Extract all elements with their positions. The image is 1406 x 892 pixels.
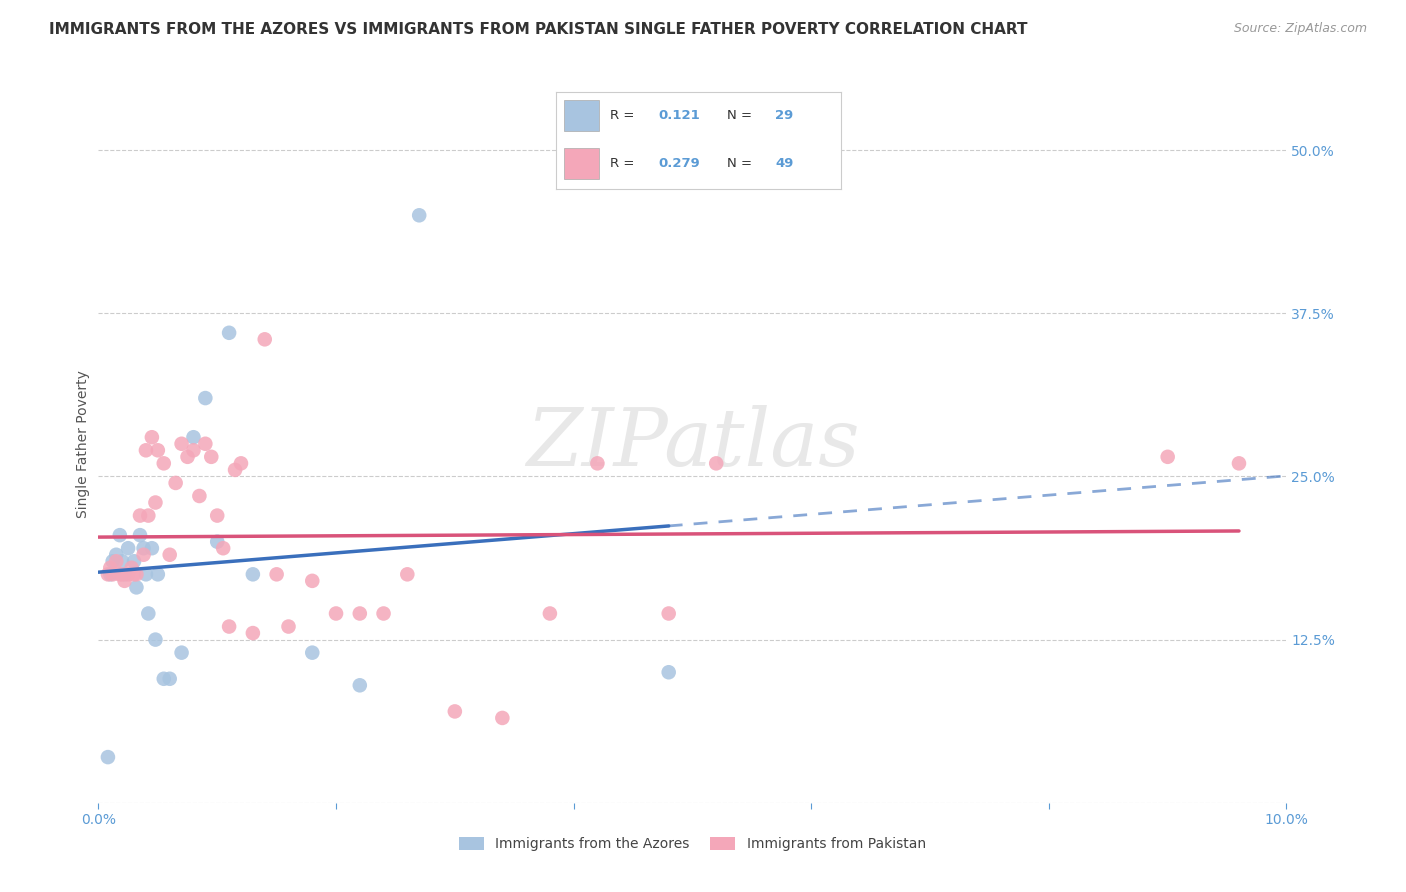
Point [277,619,299,633]
Point [121,561,143,575]
Point [145,632,167,647]
Point [194,391,217,405]
Point [538,607,561,621]
Point [266,567,288,582]
Point [242,626,264,640]
Point [152,672,174,686]
Point [658,665,681,680]
Point [373,607,395,621]
Text: ZIPatlas: ZIPatlas [526,405,859,483]
Legend: Immigrants from the Azores, Immigrants from Pakistan: Immigrants from the Azores, Immigrants f… [454,831,931,857]
Point [129,508,152,523]
Point [108,567,131,582]
Point [183,430,205,444]
Point [98,567,121,582]
Point [349,607,371,621]
Point [101,554,124,568]
Point [301,574,323,588]
Point [194,436,217,450]
Point [129,528,152,542]
Point [224,463,246,477]
Point [170,436,193,450]
Point [152,456,174,470]
Point [117,567,139,582]
Point [136,607,159,621]
Point [1156,450,1178,464]
Point [349,678,371,692]
Point [111,554,134,568]
Text: Source: ZipAtlas.com: Source: ZipAtlas.com [1233,22,1367,36]
Point [658,607,681,621]
Point [145,495,167,509]
Point [105,548,128,562]
Point [135,567,157,582]
Point [159,548,181,562]
Point [396,567,419,582]
Point [408,208,430,222]
Point [108,528,131,542]
Point [135,443,157,458]
Point [443,705,465,719]
Point [114,574,136,588]
Point [122,554,145,568]
Point [122,567,145,582]
Point [125,567,148,582]
Point [200,450,222,464]
Point [491,711,513,725]
Point [183,443,205,458]
Point [212,541,235,556]
Point [253,332,276,346]
Point [188,489,211,503]
Text: IMMIGRANTS FROM THE AZORES VS IMMIGRANTS FROM PAKISTAN SINGLE FATHER POVERTY COR: IMMIGRANTS FROM THE AZORES VS IMMIGRANTS… [49,22,1028,37]
Point [301,646,323,660]
Y-axis label: Single Father Poverty: Single Father Poverty [76,370,90,517]
Point [111,567,134,582]
Point [165,475,187,490]
Point [98,561,121,575]
Point [704,456,727,470]
Point [159,672,181,686]
Point [132,541,155,556]
Point [97,567,120,582]
Point [114,567,136,582]
Point [218,619,240,633]
Point [136,508,159,523]
Point [170,646,193,660]
Point [101,567,124,582]
Point [205,534,228,549]
Point [125,581,148,595]
Point [132,548,155,562]
Point [97,750,120,764]
Point [141,541,163,556]
Point [229,456,252,470]
Point [105,554,128,568]
Point [205,508,228,523]
Point [141,430,163,444]
Point [242,567,264,582]
Point [1227,456,1250,470]
Point [586,456,609,470]
Point [325,607,347,621]
Point [117,541,139,556]
Point [176,450,198,464]
Point [146,443,169,458]
Point [146,567,169,582]
Point [218,326,240,340]
